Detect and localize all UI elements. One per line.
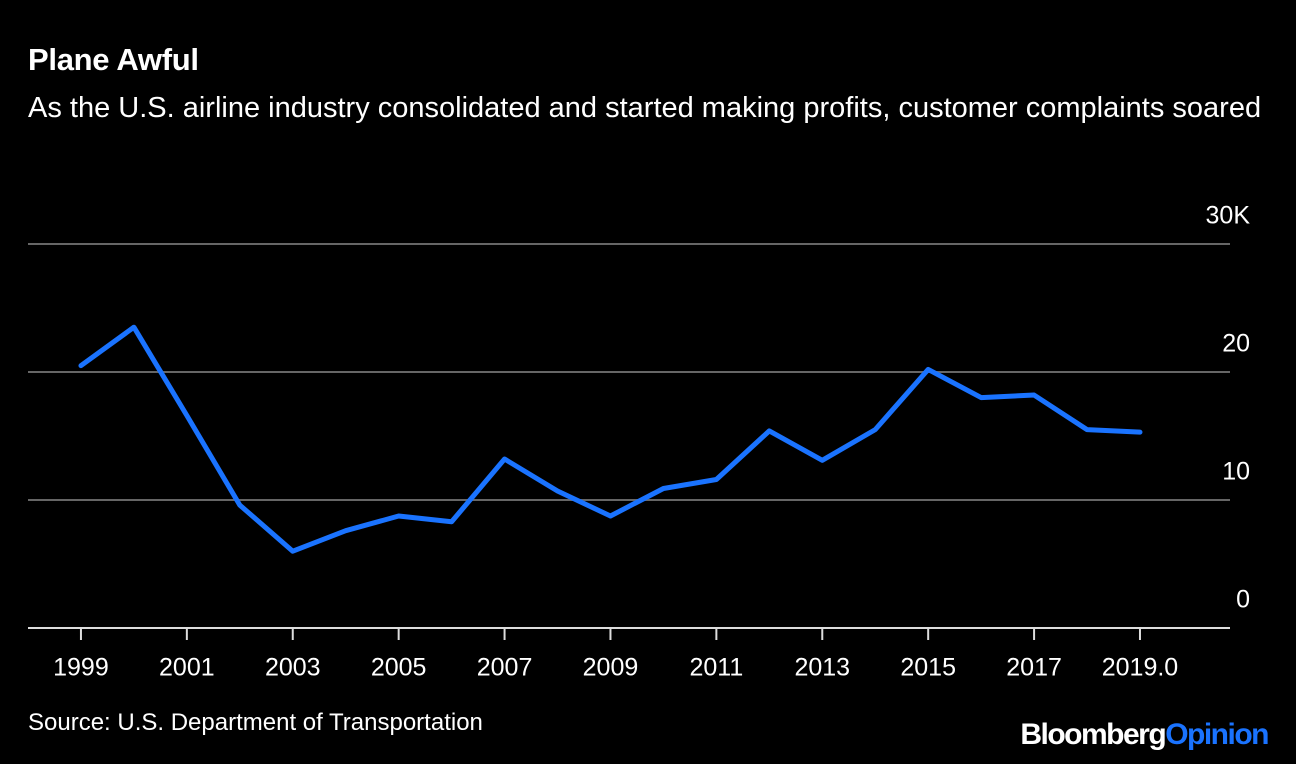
x-tick-label: 2003 xyxy=(265,654,321,682)
x-tick-label: 2009 xyxy=(583,654,639,682)
x-tick-label: 2019.0 xyxy=(1102,654,1178,682)
x-tick-label: 2011 xyxy=(689,654,743,682)
chart-title: Plane Awful xyxy=(28,42,199,77)
y-tick-label: 30K xyxy=(1206,202,1251,230)
brand-section: Opinion xyxy=(1165,718,1269,751)
x-tick-label: 1999 xyxy=(53,654,109,682)
x-tick-label: 2017 xyxy=(1006,654,1062,682)
y-tick-label: 20 xyxy=(1222,330,1250,358)
y-tick-label: 0 xyxy=(1236,586,1250,614)
brand-name: Bloomberg xyxy=(1020,718,1166,751)
chart-subtitle: As the U.S. airline industry consolidate… xyxy=(28,92,1262,124)
x-tick-label: 2015 xyxy=(900,654,956,682)
x-tick-label: 2013 xyxy=(794,654,850,682)
data-line xyxy=(78,324,1143,554)
x-tick-label: 2007 xyxy=(477,654,533,682)
source-note: Source: U.S. Department of Transportatio… xyxy=(28,709,483,736)
brand-logo: BloombergOpinion xyxy=(1020,718,1269,752)
x-tick-label: 2005 xyxy=(371,654,427,682)
x-tick-label: 2001 xyxy=(159,654,215,682)
y-tick-label: 10 xyxy=(1222,458,1250,486)
